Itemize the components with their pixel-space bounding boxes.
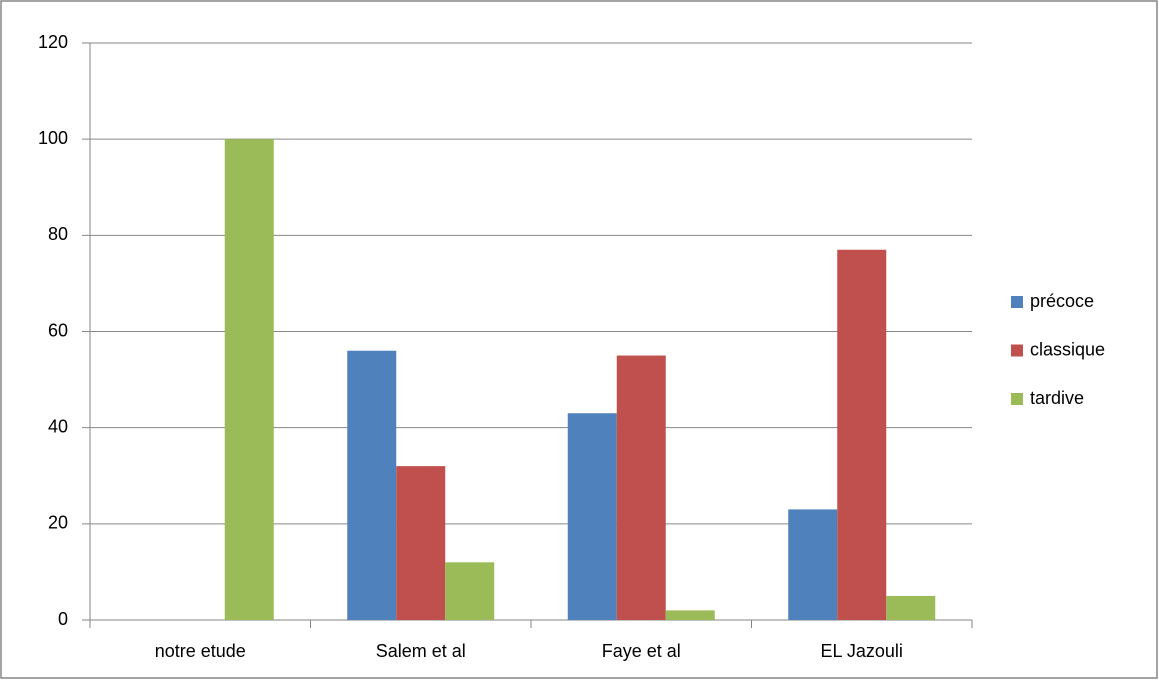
bar bbox=[788, 509, 838, 620]
x-tick-label: notre etude bbox=[155, 641, 246, 661]
bar bbox=[445, 562, 495, 620]
y-tick-label: 80 bbox=[48, 224, 68, 244]
legend-swatch bbox=[1011, 393, 1023, 405]
bar bbox=[347, 350, 397, 620]
y-tick-label: 20 bbox=[48, 513, 68, 533]
bar bbox=[665, 610, 715, 620]
x-tick-label: Salem et al bbox=[376, 641, 466, 661]
y-tick-label: 60 bbox=[48, 320, 68, 340]
bar bbox=[567, 413, 617, 620]
legend-label: précoce bbox=[1030, 291, 1094, 311]
legend-swatch bbox=[1011, 296, 1023, 308]
y-tick-label: 100 bbox=[38, 128, 68, 148]
y-tick-label: 0 bbox=[58, 609, 68, 629]
x-tick-label: EL Jazouli bbox=[821, 641, 903, 661]
bar bbox=[886, 595, 936, 620]
x-tick-label: Faye et al bbox=[602, 641, 681, 661]
bar bbox=[837, 249, 887, 620]
bar bbox=[616, 355, 666, 620]
bar bbox=[396, 466, 446, 620]
legend-label: classique bbox=[1030, 339, 1105, 359]
bar bbox=[224, 139, 274, 620]
y-tick-label: 120 bbox=[38, 32, 68, 52]
y-tick-label: 40 bbox=[48, 416, 68, 436]
legend-swatch bbox=[1011, 344, 1023, 357]
legend-label: tardive bbox=[1030, 388, 1084, 408]
